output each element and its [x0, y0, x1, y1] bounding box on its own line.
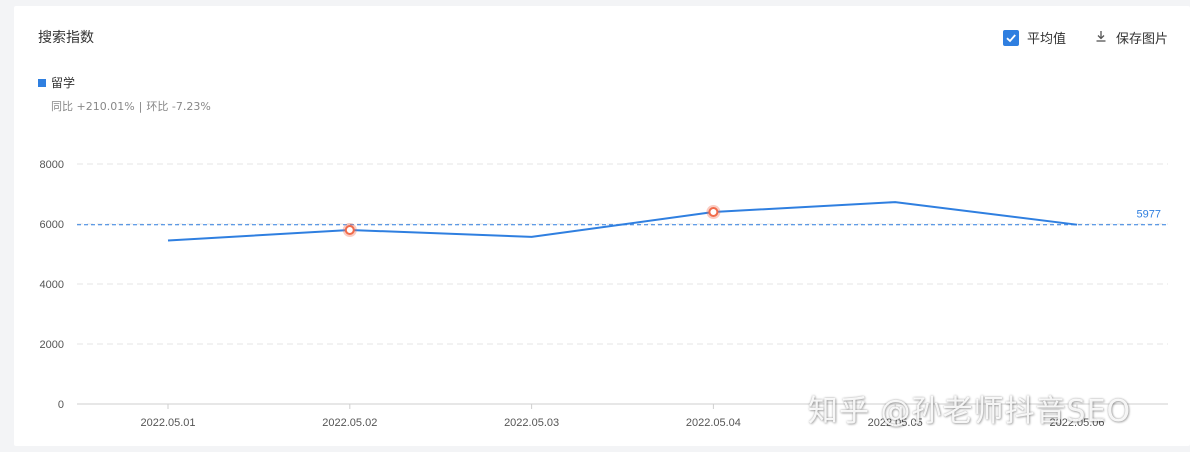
average-toggle[interactable]: 平均值	[1003, 28, 1066, 47]
average-line-group: 5977	[77, 209, 1168, 226]
y-tick-label: 6000	[40, 219, 64, 231]
checkbox-checked-icon[interactable]	[1003, 29, 1019, 46]
watermark: 知乎 @孙老师抖音SEO	[808, 394, 1132, 429]
y-tick-label: 2000	[40, 339, 64, 351]
x-tick-label: 2022.05.06	[1049, 417, 1104, 429]
save-image-label: 保存图片	[1116, 32, 1169, 47]
y-tick-label: 4000	[40, 279, 64, 291]
average-label: 5977	[1137, 209, 1161, 221]
highlight-points	[342, 205, 721, 237]
x-tick-label: 2022.05.04	[686, 417, 741, 429]
chart-title: 搜索指数	[38, 30, 94, 46]
x-axis: 2022.05.01 2022.05.02 2022.05.03 2022.05.04…	[77, 403, 1168, 429]
x-tick-label: 2022.05.03	[504, 417, 559, 429]
yoy-change: 同比 +210.01%	[51, 100, 135, 113]
legend-swatch	[38, 78, 46, 87]
x-tick-label: 2022.05.05	[868, 417, 923, 429]
highlight-point	[344, 225, 355, 235]
mom-change: 环比 -7.23%	[146, 100, 211, 113]
series-line	[167, 201, 1078, 242]
download-icon	[1094, 28, 1108, 47]
average-toggle-label: 平均值	[1027, 32, 1067, 47]
legend-series-label: 留学	[51, 76, 76, 90]
save-image-button[interactable]: 保存图片	[1094, 28, 1168, 47]
x-tick-label: 2022.05.01	[140, 417, 195, 429]
x-tick-label: 2022.05.02	[322, 417, 377, 429]
stats-separator: |	[138, 100, 143, 113]
legend[interactable]: 留学	[38, 74, 75, 91]
comparison-stats: 同比 +210.01% | 环比 -7.23%	[51, 98, 211, 114]
y-tick-label: 0	[58, 399, 64, 411]
highlight-point	[708, 207, 719, 217]
chart-card	[14, 6, 1190, 446]
y-axis-ticks: 0 2000 4000 6000 8000	[40, 159, 64, 411]
y-tick-label: 8000	[40, 159, 64, 171]
grid-lines	[77, 163, 1168, 345]
series-lines	[167, 201, 1078, 242]
